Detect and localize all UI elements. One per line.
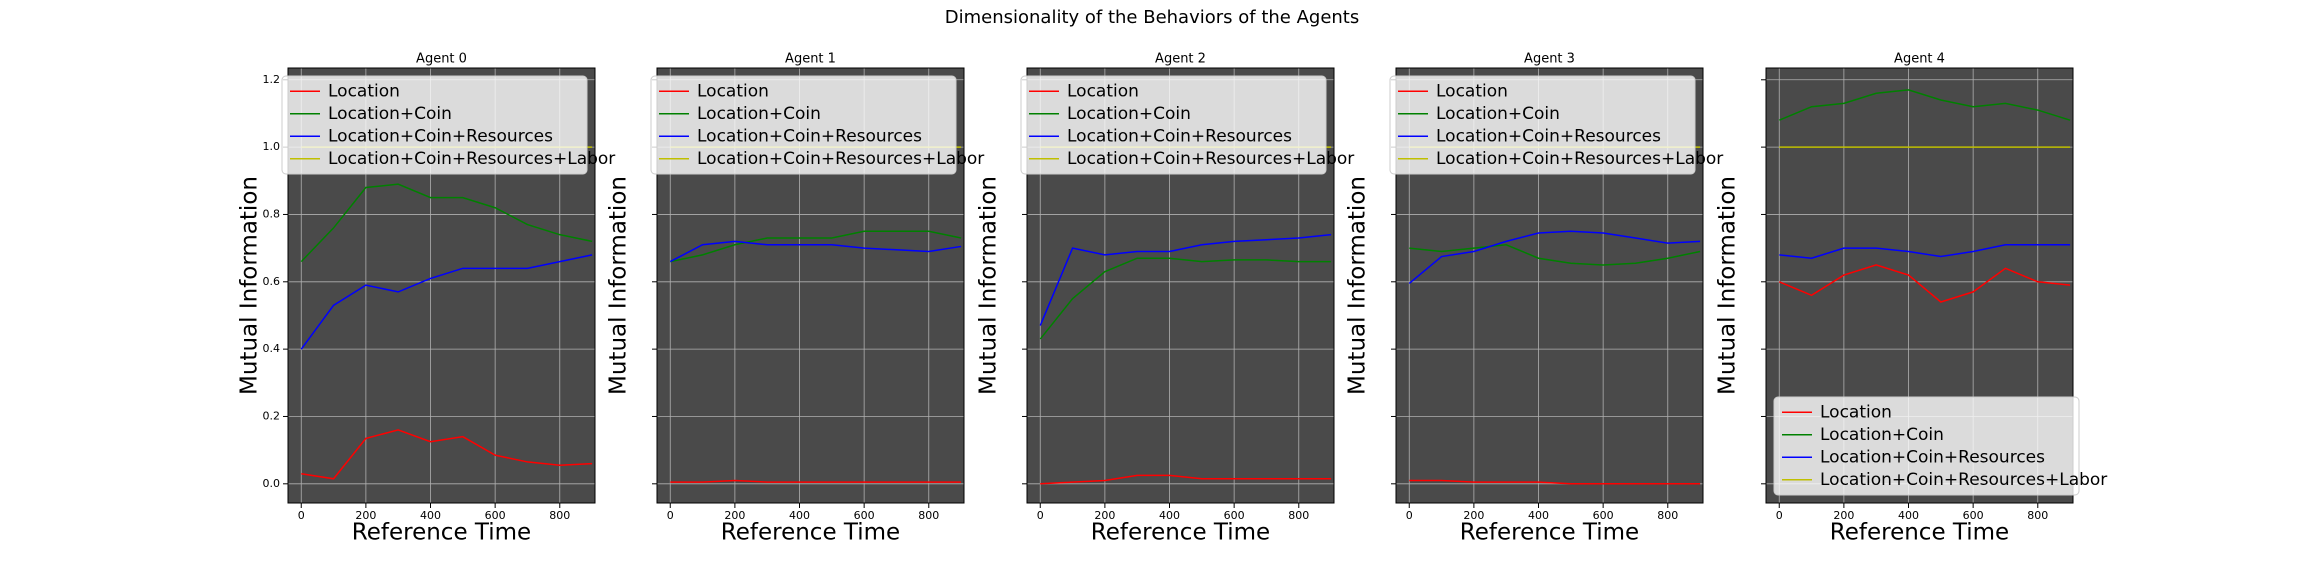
y-tick-label: 0.4 — [263, 342, 281, 355]
series-line — [1039, 257, 1332, 340]
legend-label: Location — [1436, 81, 1508, 101]
y-tick-label: 0.8 — [263, 207, 281, 220]
x-tick-label: 200 — [1833, 509, 1854, 522]
plot-frame — [1395, 67, 1704, 504]
x-tick-label: 600 — [1224, 509, 1245, 522]
x-tick-label: 800 — [1288, 509, 1309, 522]
y-axis-label: Mutual Information — [1715, 176, 1741, 395]
legend-label: Location+Coin — [328, 104, 452, 124]
legend-label: Location+Coin+Resources — [1067, 126, 1292, 146]
x-tick-label: 400 — [1528, 509, 1549, 522]
x-axis-label: Reference Time — [1460, 520, 1639, 546]
legend-box — [650, 75, 957, 175]
panel-title: Agent 4 — [1894, 52, 1945, 67]
series-line — [1779, 244, 2071, 259]
series-line — [1778, 89, 2071, 121]
x-tick-label: 400 — [420, 509, 441, 522]
x-tick-label: 800 — [549, 509, 570, 522]
legend-label: Location+Coin — [1436, 104, 1560, 124]
y-axis-label: Mutual Information — [237, 176, 263, 395]
panel-title: Agent 1 — [785, 52, 836, 67]
panel-title: Agent 2 — [1155, 52, 1206, 67]
x-tick-label: 0 — [298, 509, 305, 522]
legend-box — [1020, 75, 1327, 175]
panel-title: Agent 0 — [416, 52, 467, 67]
x-tick-label: 600 — [1593, 509, 1614, 522]
legend-label: Location+Coin+Resources+Labor — [1436, 149, 1723, 169]
x-tick-label: 400 — [1898, 509, 1919, 522]
series-line — [301, 429, 593, 480]
legend-label: Location — [328, 81, 400, 101]
figure-title: Dimensionality of the Behaviors of the A… — [945, 7, 1360, 28]
x-tick-label: 200 — [355, 509, 376, 522]
legend-label: Location+Coin — [1820, 425, 1944, 445]
legend-label: Location+Coin+Resources+Labor — [1820, 470, 2107, 490]
series-line — [1040, 474, 1332, 485]
y-tick-label: 0.0 — [263, 477, 281, 490]
series-line — [1408, 230, 1701, 285]
legend-box — [1773, 396, 2080, 496]
y-tick-label: 1.2 — [263, 73, 281, 86]
x-tick-label: 600 — [485, 509, 506, 522]
series-line — [670, 230, 962, 263]
series-line — [1778, 264, 2071, 303]
series-line — [300, 254, 593, 350]
x-tick-label: 200 — [1094, 509, 1115, 522]
x-axis-label: Reference Time — [352, 520, 531, 546]
x-axis-label: Reference Time — [1091, 520, 1270, 546]
series-line — [1039, 233, 1332, 326]
series-line — [670, 479, 962, 483]
x-tick-label: 800 — [918, 509, 939, 522]
legend-label: Location — [697, 81, 769, 101]
legend-label: Location — [1820, 402, 1892, 422]
x-tick-label: 0 — [1037, 509, 1044, 522]
x-tick-label: 400 — [1159, 509, 1180, 522]
plot-frame — [287, 67, 596, 504]
legend-label: Location+Coin+Resources — [1820, 447, 2045, 467]
x-tick-label: 0 — [667, 509, 674, 522]
plot-frame — [656, 67, 965, 504]
series-line — [669, 240, 962, 263]
y-tick-label: 0.6 — [263, 275, 281, 288]
y-axis-label: Mutual Information — [606, 176, 632, 395]
x-tick-label: 800 — [1657, 509, 1678, 522]
x-tick-label: 600 — [854, 509, 875, 522]
plot-frame — [1026, 67, 1335, 504]
legend-label: Location+Coin+Resources — [1436, 126, 1661, 146]
series-line — [300, 183, 593, 263]
x-tick-label: 200 — [724, 509, 745, 522]
y-tick-label: 0.2 — [263, 409, 281, 422]
panel-title: Agent 3 — [1524, 52, 1575, 67]
legend-box — [281, 75, 588, 175]
plot-frame — [1765, 67, 2074, 504]
y-axis-label: Mutual Information — [1345, 176, 1371, 395]
x-tick-label: 0 — [1776, 509, 1783, 522]
x-axis-label: Reference Time — [721, 520, 900, 546]
legend-box — [1389, 75, 1696, 175]
x-tick-label: 600 — [1963, 509, 1984, 522]
x-tick-label: 200 — [1463, 509, 1484, 522]
legend-label: Location+Coin+Resources+Labor — [1067, 149, 1354, 169]
legend-label: Location+Coin — [1067, 104, 1191, 124]
x-tick-label: 0 — [1406, 509, 1413, 522]
series-line — [1409, 479, 1701, 485]
legend-label: Location+Coin+Resources+Labor — [328, 149, 615, 169]
x-axis-label: Reference Time — [1830, 520, 2009, 546]
legend-label: Location — [1067, 81, 1139, 101]
y-axis-label: Mutual Information — [976, 176, 1002, 395]
x-tick-label: 800 — [2027, 509, 2048, 522]
x-tick-label: 400 — [789, 509, 810, 522]
legend-label: Location+Coin — [697, 104, 821, 124]
series-line — [1409, 243, 1701, 266]
legend-label: Location+Coin+Resources — [328, 126, 553, 146]
legend-label: Location+Coin+Resources — [697, 126, 922, 146]
legend-label: Location+Coin+Resources+Labor — [697, 149, 984, 169]
y-tick-label: 1.0 — [263, 140, 281, 153]
